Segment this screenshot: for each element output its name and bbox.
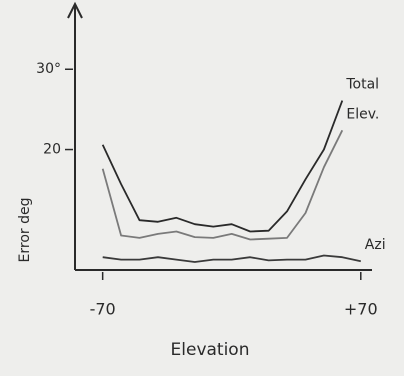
paper (0, 0, 404, 376)
x-tick-label: +70 (344, 300, 378, 319)
x-tick-label: -70 (90, 300, 116, 319)
series-label: Elev. (346, 106, 379, 122)
y-tick-label: 20 (43, 142, 61, 158)
series-label: Azi (365, 237, 386, 253)
y-axis-label: Error deg (17, 198, 33, 263)
chart: Elevation Error deg 20 30° -70 +70 Total Elev… (0, 0, 404, 376)
series-label: Total (345, 77, 379, 93)
y-tick-label: 30° (36, 61, 61, 77)
x-axis-label: Elevation (171, 340, 250, 360)
